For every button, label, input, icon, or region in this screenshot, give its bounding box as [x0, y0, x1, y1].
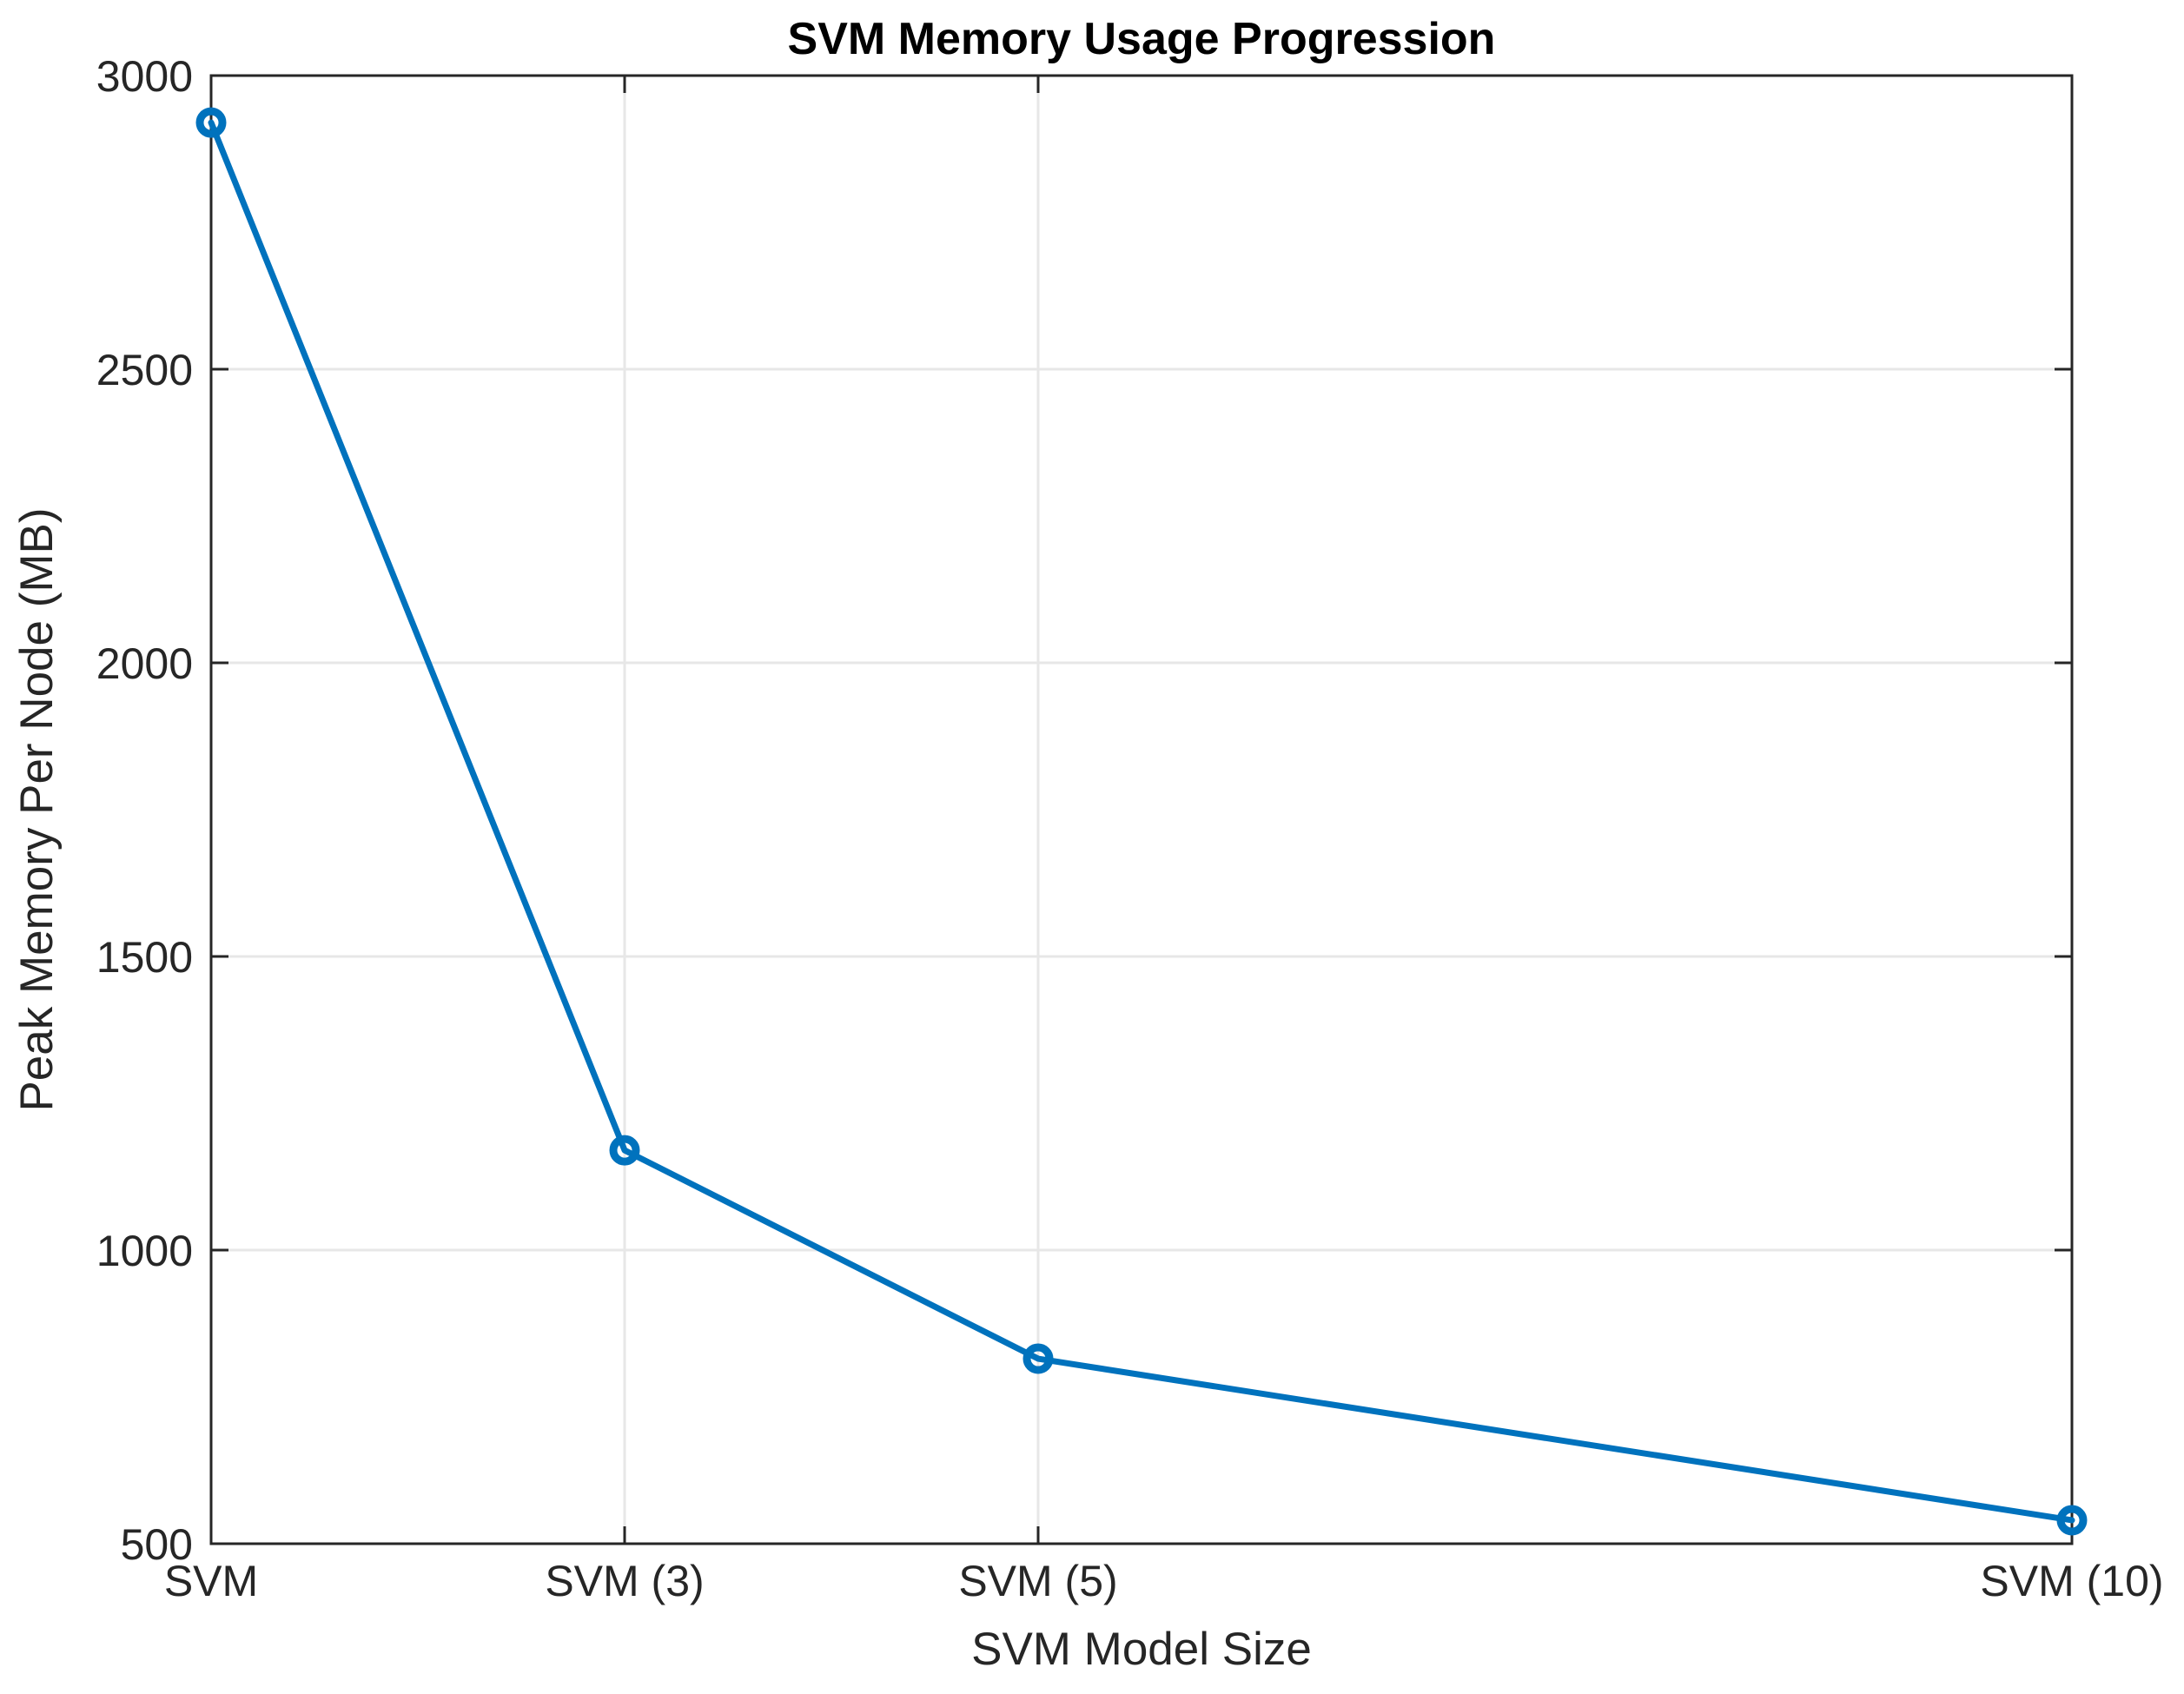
x-tick-label: SVM (5) [958, 1557, 1117, 1605]
data-point-marker [609, 1135, 640, 1166]
memory-series-line [208, 119, 2075, 1524]
y-tick-label: 1500 [96, 933, 193, 982]
data-point-marker [2056, 1505, 2088, 1536]
axes-box [209, 74, 2074, 1545]
x-tick-label: SVM (3) [545, 1557, 704, 1605]
y-tick-label: 3000 [96, 52, 193, 101]
y-tick-label: 2500 [96, 346, 193, 394]
y-tick-label: 500 [121, 1520, 193, 1569]
x-axis-label: SVM Model Size [971, 1624, 1312, 1675]
chart-title: SVM Memory Usage Progression [788, 14, 1496, 64]
x-tick-label: SVM (10) [1980, 1557, 2163, 1605]
y-axis-label: Peak Memory Per Node (MB) [11, 507, 63, 1111]
data-point-marker [1023, 1343, 1054, 1374]
data-point-marker [195, 107, 227, 138]
x-tick-label: SVM [164, 1557, 258, 1605]
y-tick-label: 2000 [96, 639, 193, 688]
y-tick-label: 1000 [96, 1227, 193, 1275]
